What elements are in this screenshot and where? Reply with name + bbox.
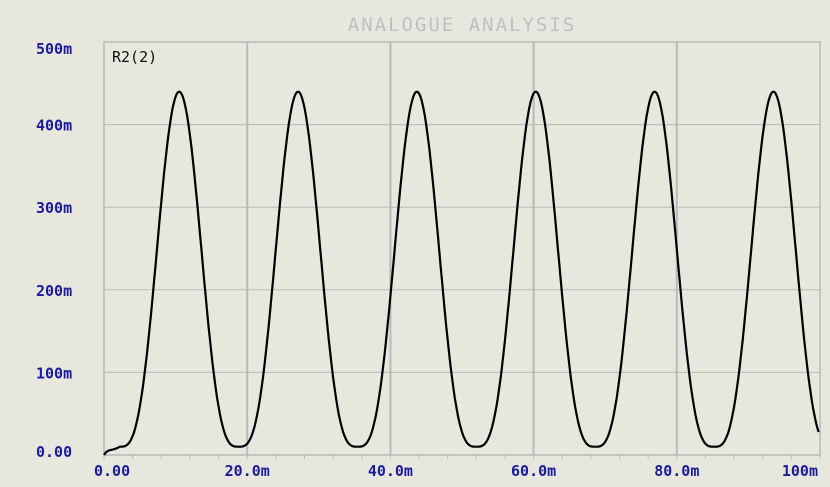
- legend-label: R2(2): [112, 48, 157, 66]
- x-tick-label: 20.0m: [225, 462, 270, 480]
- plot-border: [103, 41, 821, 456]
- trace-line: [103, 90, 820, 456]
- x-tick-label: 80.0m: [654, 462, 699, 480]
- graph-title: ANALOGUE ANALYSIS: [347, 14, 577, 36]
- x-tick-label: 100m: [782, 462, 818, 480]
- x-tick-label: 60.0m: [511, 462, 556, 480]
- x-tick-label: 40.0m: [368, 462, 413, 480]
- y-tick-label: 400m: [36, 117, 72, 135]
- y-tick-label: 0.00: [36, 443, 72, 461]
- y-tick-label: 300m: [36, 199, 72, 217]
- y-tick-label: 200m: [36, 282, 72, 300]
- y-tick-label: 100m: [36, 364, 72, 382]
- x-tick-label: 0.00: [94, 462, 130, 480]
- y-tick-label: 500m: [36, 40, 72, 58]
